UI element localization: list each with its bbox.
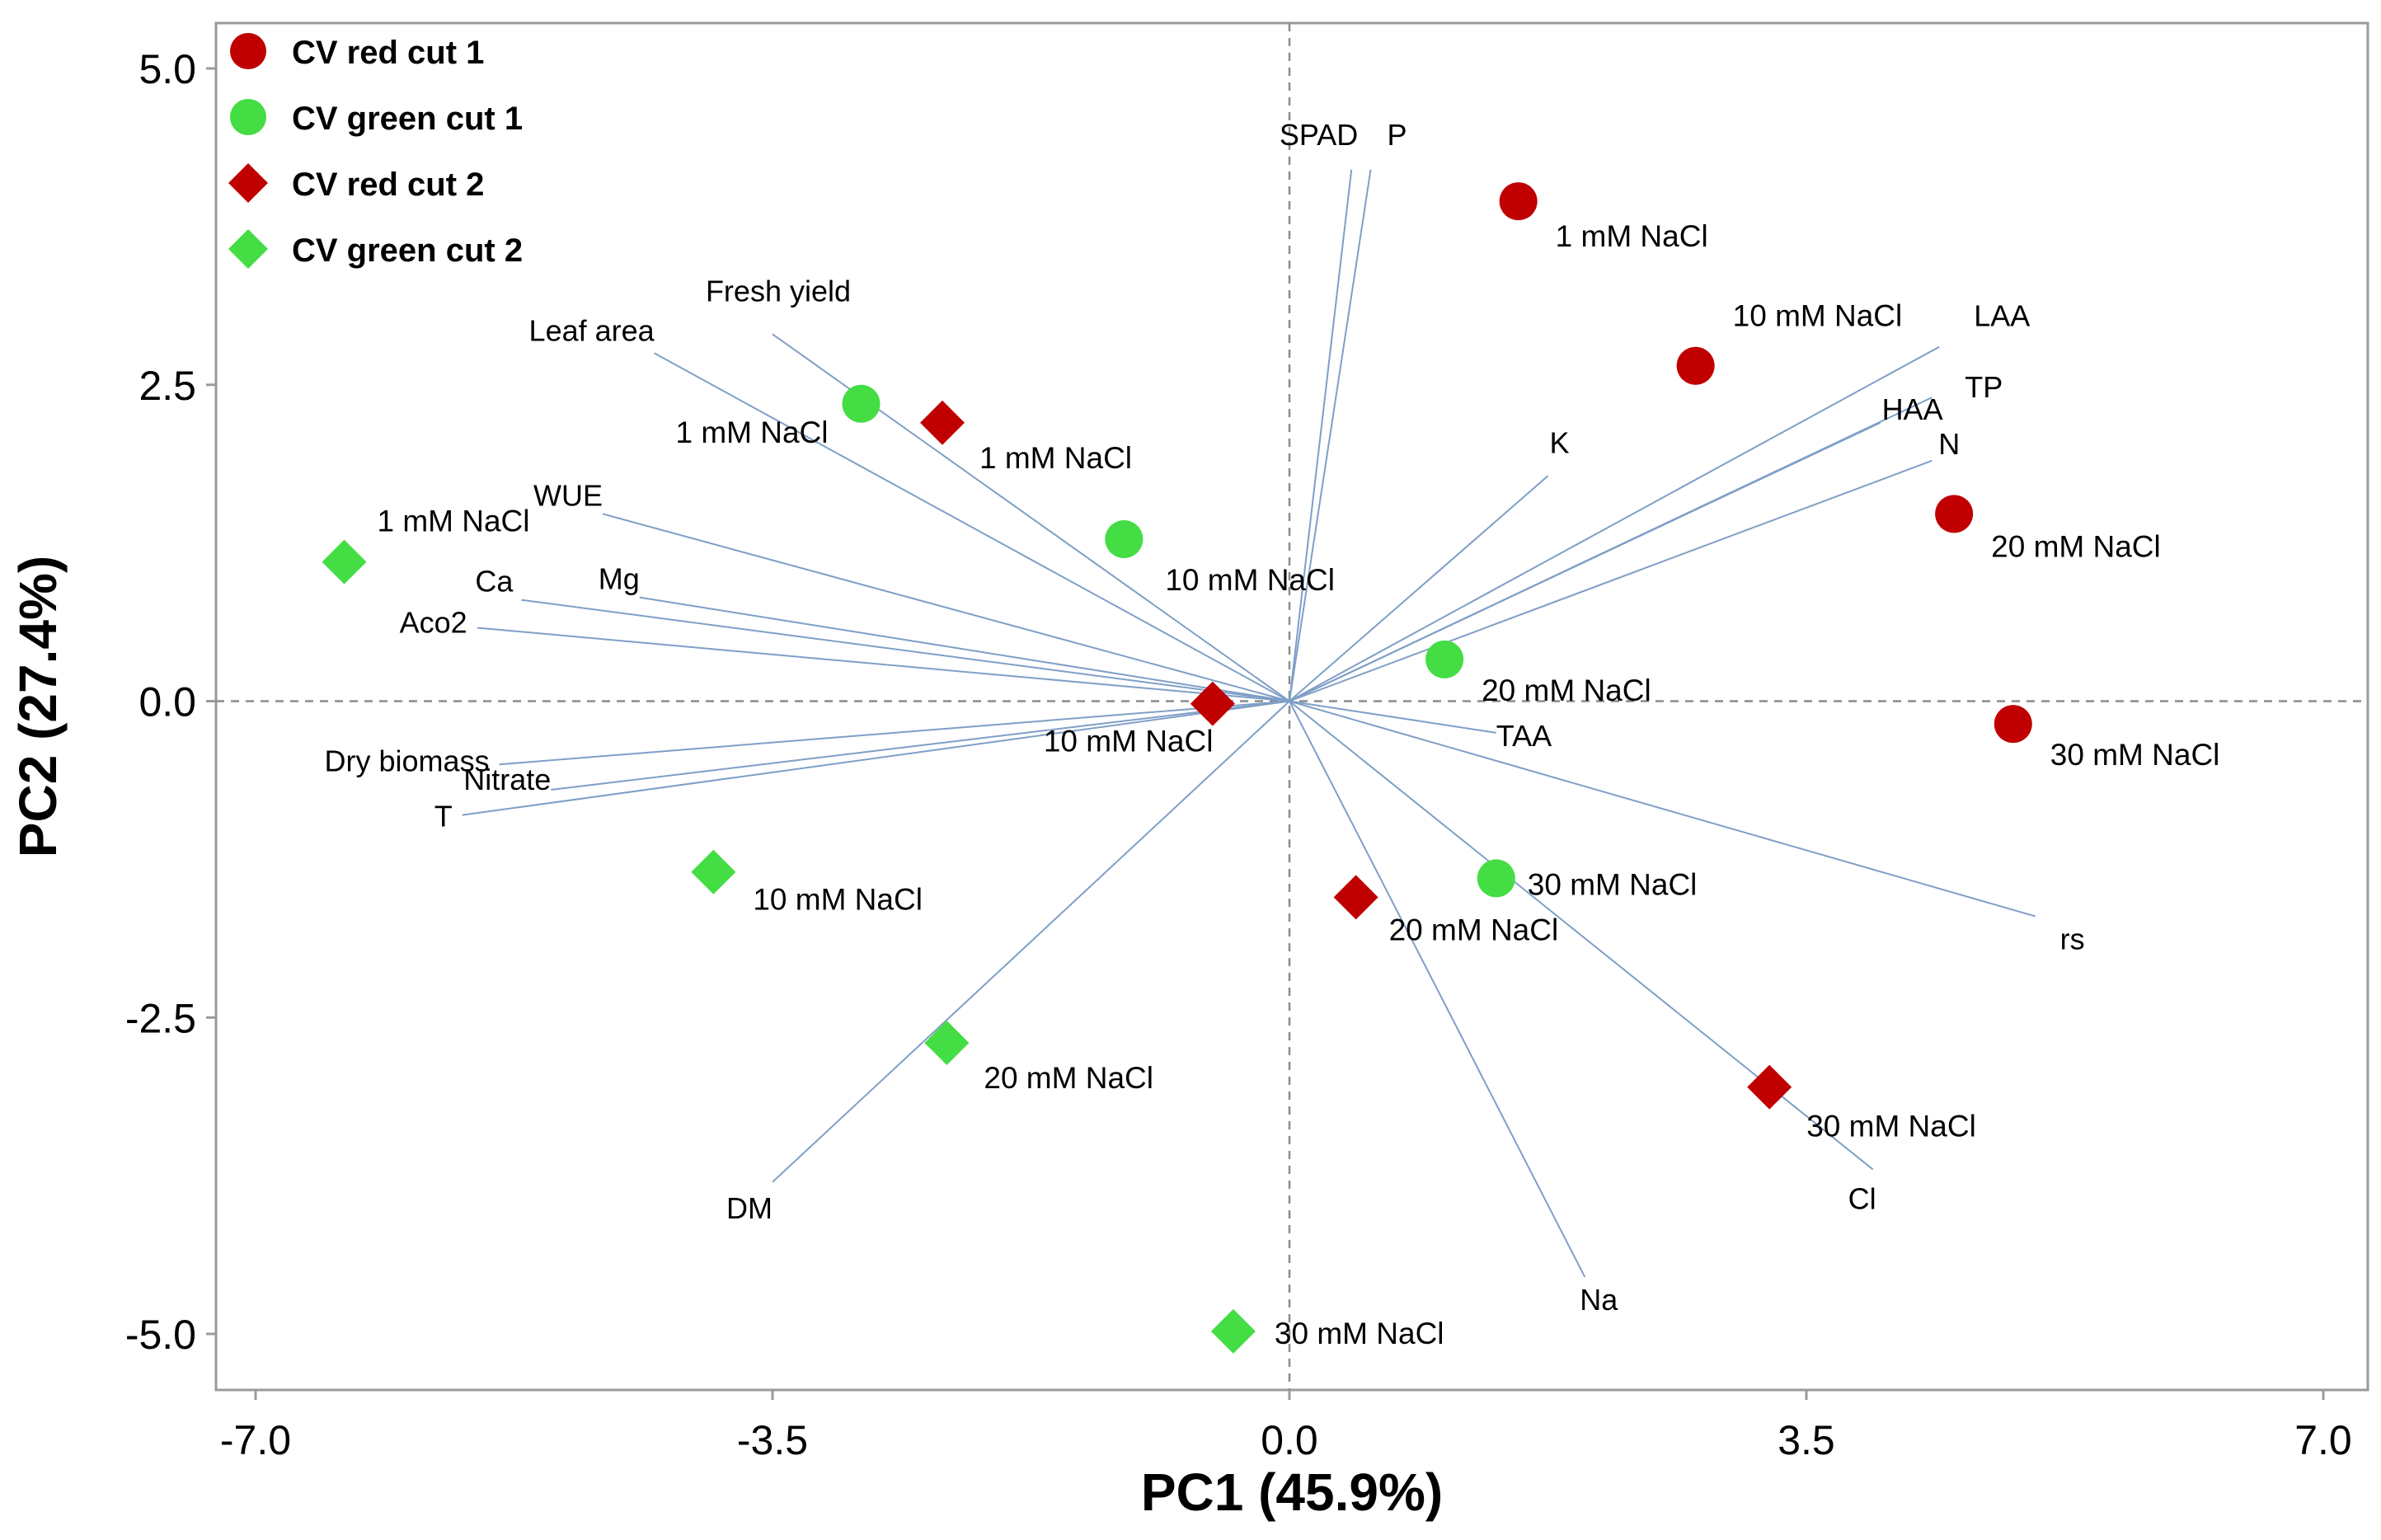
data-label: 30 mM NaCl: [1275, 1317, 1444, 1350]
y-tick-label: -2.5: [125, 995, 196, 1041]
legend-marker: [230, 99, 266, 135]
x-tick-label: 3.5: [1778, 1417, 1835, 1463]
loading-label: Fresh yield: [706, 274, 851, 308]
data-point: [691, 849, 736, 894]
data-label: 30 mM NaCl: [1806, 1110, 1976, 1143]
data-label: 1 mM NaCl: [675, 416, 828, 449]
loading-vector: [1289, 421, 1881, 702]
legend-label: CV green cut 1: [292, 101, 523, 137]
legend-label: CV green cut 2: [292, 232, 523, 269]
loading-label: N: [1938, 427, 1960, 461]
data-label: 20 mM NaCl: [1389, 913, 1559, 946]
loading-vector: [462, 700, 1290, 816]
loading-vector: [654, 352, 1290, 702]
x-tick-label: 0.0: [1261, 1417, 1318, 1463]
data-label: 20 mM NaCl: [1482, 674, 1651, 707]
x-tick-label: 7.0: [2294, 1417, 2352, 1463]
data-label: 1 mM NaCl: [1556, 219, 1708, 253]
score-points: 1 mM NaCl 10 mM NaCl 20 mM NaCl 30 mM NaCl 1…: [322, 182, 2219, 1354]
loading-vector: [1289, 345, 1940, 702]
loading-label: LAA: [1974, 299, 2030, 333]
loading-vector: [499, 700, 1290, 766]
loading-vector: [1289, 701, 1586, 1278]
loading-vector: [1289, 700, 2036, 918]
axis-ticks: -7.0 -3.5 0.0 3.5 7.0 5.0 2.5 0.0 -2.5 -5.0: [125, 46, 2352, 1463]
data-point: [1105, 520, 1144, 559]
loading-label: rs: [2060, 922, 2085, 955]
y-axis-title: PC2 (27.4%): [8, 556, 68, 857]
loading-label: Na: [1580, 1283, 1618, 1317]
loading-vector: [602, 513, 1290, 702]
legend-marker: [230, 33, 266, 69]
loading-label: Dry biomass: [325, 744, 490, 777]
data-label: 10 mM NaCl: [1733, 299, 1903, 333]
data-label: 1 mM NaCl: [377, 505, 529, 538]
loading-label: P: [1388, 118, 1407, 152]
data-point: [1676, 346, 1715, 385]
loading-label: Aco2: [400, 605, 467, 639]
legend: CV red cut 1 CV green cut 1 CV red cut 2 CV…: [228, 33, 523, 269]
loading-vector: [1289, 700, 1874, 1171]
data-label: 30 mM NaCl: [1528, 867, 1698, 901]
legend-marker: [228, 229, 268, 269]
data-point: [1935, 495, 1974, 533]
loading-label: Ca: [475, 565, 514, 599]
loading-vectors: SPAD P Leaf area Fresh yield WUE Ca Mg Aco2 Dry …: [325, 118, 2085, 1317]
loading-label: SPAD: [1280, 118, 1358, 152]
loading-label: Leaf area: [529, 313, 655, 347]
loading-vector: [1289, 169, 1353, 702]
data-label: 30 mM NaCl: [2050, 738, 2220, 772]
x-axis-title: PC1 (45.9%): [1141, 1463, 1443, 1522]
loading-vector: [1289, 475, 1549, 702]
loading-label: HAA: [1882, 392, 1943, 426]
data-point: [1477, 859, 1515, 898]
loading-label: TAA: [1496, 719, 1552, 753]
data-label: 10 mM NaCl: [1165, 563, 1335, 597]
data-point: [1425, 640, 1464, 678]
y-tick-label: 5.0: [139, 46, 196, 92]
loading-vector: [639, 596, 1290, 702]
data-point: [322, 539, 367, 585]
loading-label: Nitrate: [463, 763, 551, 796]
legend-label: CV red cut 1: [292, 35, 484, 71]
data-label: 20 mM NaCl: [984, 1061, 1153, 1095]
data-point: [1994, 705, 2032, 744]
y-tick-label: -5.0: [125, 1312, 196, 1358]
data-point: [1210, 1308, 1256, 1354]
loading-label: TP: [1965, 370, 2003, 404]
loading-vector: [477, 627, 1290, 702]
loading-label: K: [1550, 425, 1570, 459]
data-point: [1499, 182, 1538, 221]
loading-label: T: [434, 800, 453, 833]
data-point: [1190, 681, 1235, 726]
loading-label: Cl: [1848, 1181, 1876, 1215]
data-point: [924, 1020, 970, 1065]
data-label: 1 mM NaCl: [979, 441, 1132, 475]
y-tick-label: 0.0: [139, 679, 196, 725]
data-point: [1333, 875, 1378, 920]
legend-marker: [228, 163, 268, 203]
loading-vector: [1289, 700, 1496, 734]
x-tick-label: -7.0: [220, 1417, 291, 1463]
loading-vector: [551, 700, 1290, 791]
legend-label: CV red cut 2: [292, 167, 484, 203]
x-tick-label: -3.5: [737, 1417, 808, 1463]
data-point: [842, 384, 881, 423]
loading-vector: [521, 599, 1290, 702]
y-tick-label: 2.5: [139, 363, 196, 409]
loading-label: Mg: [599, 562, 640, 596]
loading-vector: [1289, 459, 1933, 702]
loading-label: DM: [726, 1191, 773, 1225]
data-label: 10 mM NaCl: [1044, 725, 1214, 758]
data-label: 20 mM NaCl: [1991, 529, 2161, 563]
loading-vector: [772, 700, 1290, 1183]
loading-vector: [1289, 169, 1372, 702]
plot-frame: [214, 21, 2369, 1392]
data-label: 10 mM NaCl: [753, 883, 923, 917]
data-point: [920, 400, 965, 445]
data-point: [1747, 1064, 1792, 1110]
loading-label: WUE: [533, 478, 603, 512]
